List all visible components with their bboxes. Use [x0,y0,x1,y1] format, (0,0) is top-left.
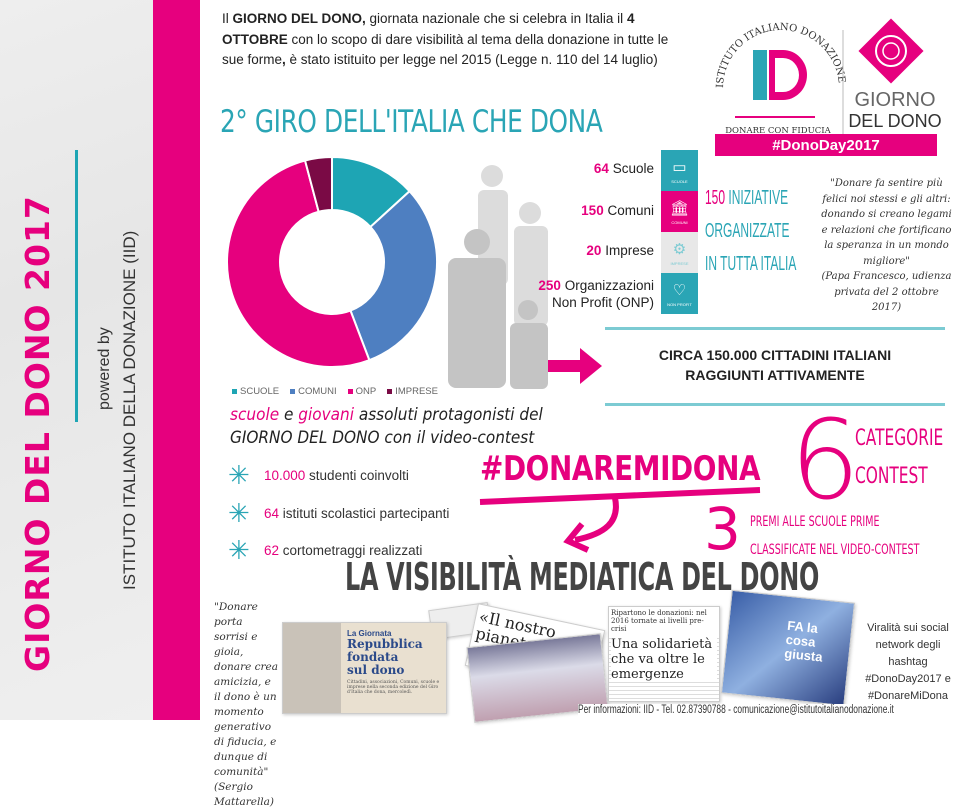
intro-paragraph: Il GIORNO DEL DONO, giornata nazionale c… [222,11,669,67]
gears-icon: ⚙ IMPRESE [661,232,698,273]
stat-onp: 250 Organizzazioni Non Profit (ONP) [538,278,654,310]
prizes-number: 3 [704,495,741,563]
logo-graphic: ISTITUTO ITALIANO DONAZIONE DONARE CON F… [715,18,942,156]
bullet-videos: ✳ 62 cortometraggi realizzati [228,535,423,565]
legend-item-onp: ONP [347,386,376,397]
section-title: 2° GIRO DELL'ITALIA CHE DONA [220,104,603,140]
heart-icon: ♡ NON PROFIT [661,273,698,314]
footer-contact: Per informazioni: IID - Tel. 02.87390788… [578,704,894,716]
sidebar-divider [75,150,78,422]
contest-intro: scuole e giovani assoluti protagonisti d… [230,405,543,448]
svg-text:DEL DONO: DEL DONO [848,111,941,131]
divider-line [605,327,945,330]
tv-screenshot-fa-la-cosa-giusta: FA la cosa giusta [720,589,856,707]
donut-chart [226,155,438,368]
legend-item-comuni: COMUNI [290,386,337,397]
stat-comuni: 150 Comuni [581,203,654,218]
stat-imprese: 20 Imprese [586,243,654,258]
svg-text:DONARE CON FIDUCIA: DONARE CON FIDUCIA [725,126,831,136]
reach-box: CIRCA 150.000 CITTADINI ITALIANI RAGGIUNT… [658,347,892,383]
pope-quote: "Donare fa sentire più felici noi stessi… [821,178,952,313]
sidebar-title: GIORNO DEL DONO 2017 [18,195,57,672]
divider-line [605,403,945,406]
sidebar-background: GIORNO DEL DONO 2017 powered by ISTITUTO… [0,0,153,720]
legend-item-scuole: SCUOLE [232,386,279,397]
donut-slice-comuni [349,189,438,362]
donut-slice-onp [226,159,371,368]
arrow-right-icon [548,348,602,384]
svg-text:#DonoDay2017: #DonoDay2017 [772,137,880,154]
donut-slice-imprese [303,155,333,213]
logo-block: ISTITUTO ITALIANO DONAZIONE DONARE CON F… [705,10,947,156]
categories-number: 6 [790,396,860,524]
pink-accent-bar [153,0,200,720]
bullet-students: ✳ 10.000 studenti coinvolti [228,460,409,490]
bullet-schools: ✳ 64 istituti scolastici partecipanti [228,498,450,528]
contest-hashtag: #DONAREMIDONA [480,449,761,489]
town-hall-icon: 🏛︎ COMUNI [661,191,698,232]
curved-arrow-icon [479,487,761,553]
chart-legend: SCUOLE COMUNI ONP IMPRESE [232,386,438,397]
press-clipping-repubblica: La Giornata Repubblica fondata sul dono … [282,622,447,714]
book-icon: ▭ SCUOLE [661,150,698,191]
virality-text: Viralità sui social network degli hashta… [865,622,951,702]
organization-name: ISTITUTO ITALIANO DELLA DONAZIONE (IID) [120,230,139,590]
asterisk-icon: ✳ [228,498,250,528]
press-clipping-solidarieta: Ripartono le donazioni: nel 2016 tornate… [608,606,720,702]
legend-item-imprese: IMPRESE [387,386,438,397]
svg-text:GIORNO: GIORNO [854,89,935,111]
asterisk-icon: ✳ [228,535,250,565]
people-silhouettes-icon [448,165,548,389]
powered-by-label: powered by [96,327,113,410]
initiatives-text: 150 INIZIATIVE ORGANIZZATE IN TUTTA ITALIA [705,187,797,275]
mattarella-quote: "Donare porta sorrisi e gioia, donare cr… [214,601,279,808]
asterisk-icon: ✳ [228,460,250,490]
prizes-label: PREMI ALLE SCUOLE PRIME CLASSIFICATE NEL … [750,514,920,558]
stat-scuole: 64 Scuole [593,161,654,176]
categories-label: CATEGORIE CONTEST [855,426,944,489]
